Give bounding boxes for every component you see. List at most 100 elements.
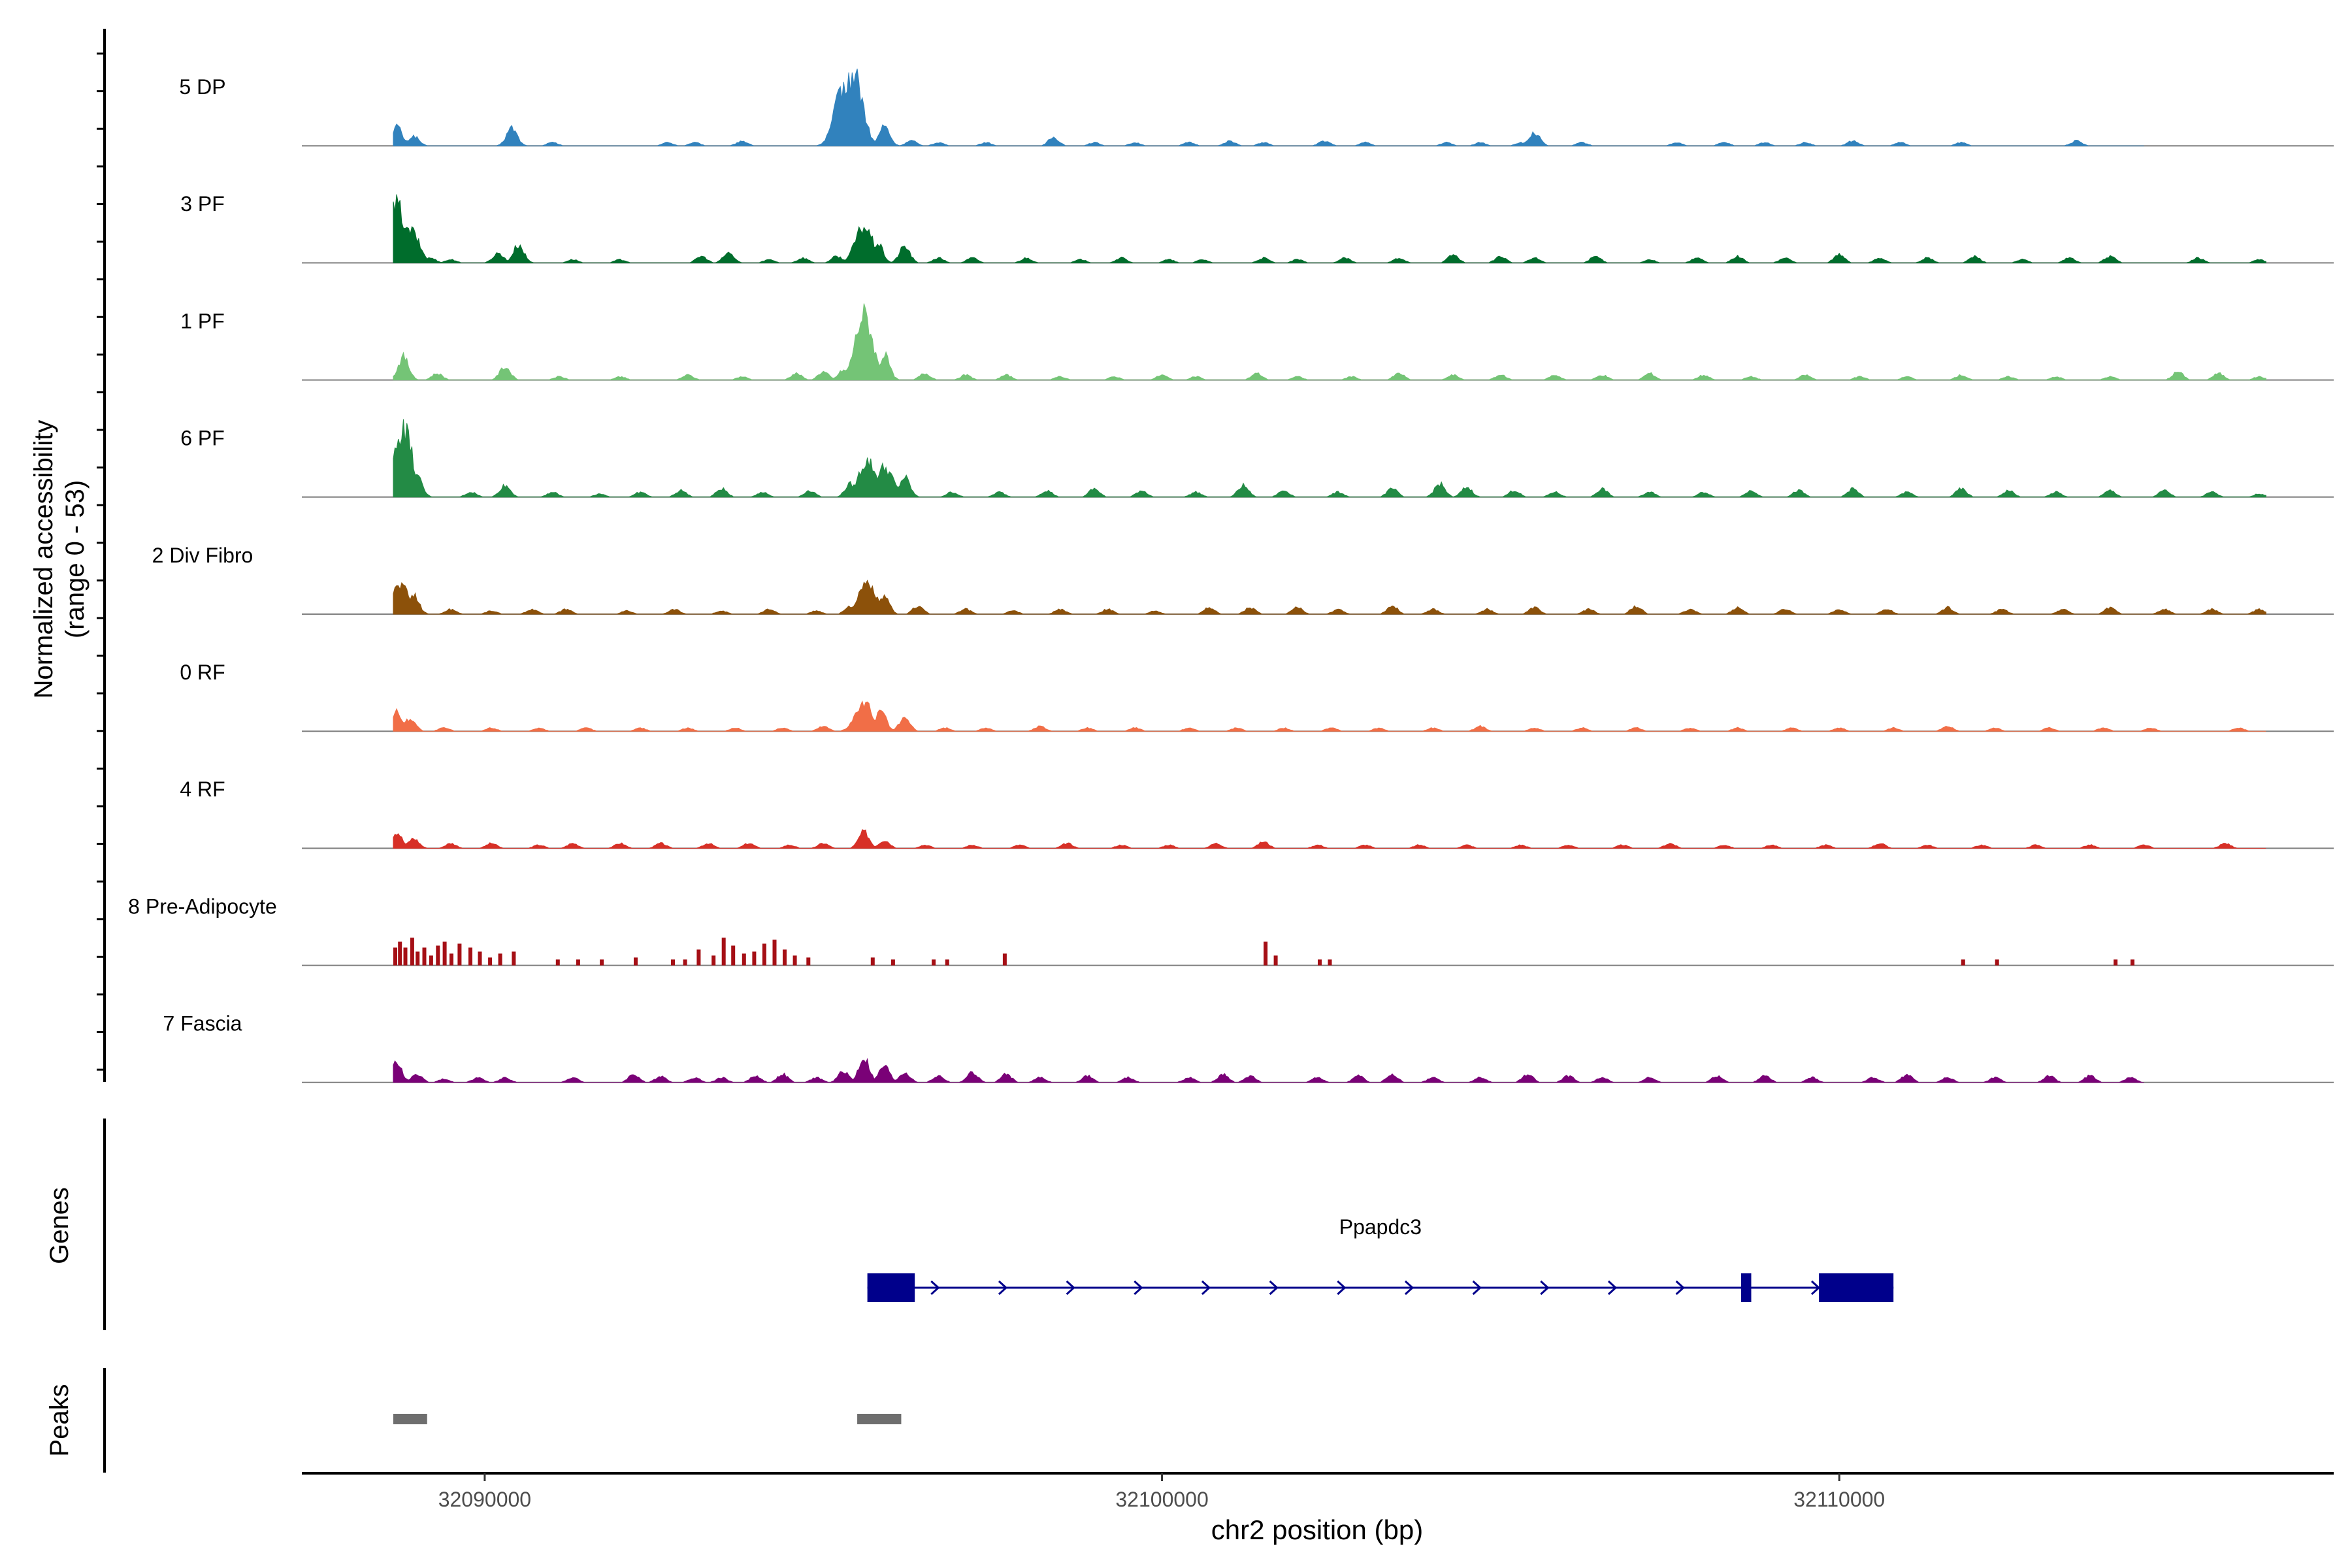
coverage-bar xyxy=(752,951,757,966)
coverage-bar xyxy=(449,953,453,966)
strand-arrow xyxy=(1337,1280,1347,1296)
coverage-bar xyxy=(711,955,716,966)
coverage-bar xyxy=(634,957,638,966)
coverage-area xyxy=(393,419,2266,498)
strand-arrow xyxy=(1540,1280,1550,1296)
strand-arrow xyxy=(1810,1280,1821,1296)
gene-exon xyxy=(1740,1273,1752,1302)
coverage-bar xyxy=(890,959,895,966)
strand-arrow xyxy=(1404,1280,1414,1296)
track-label: 3 PF xyxy=(180,192,225,216)
coverage-area xyxy=(393,69,2144,146)
gene-exon xyxy=(1819,1273,1894,1302)
peaks-panel-label: Peaks xyxy=(45,1384,74,1456)
coverage-bar xyxy=(1961,959,1965,966)
track-label: 2 Div Fibro xyxy=(152,544,253,567)
coverage-area xyxy=(393,829,2266,849)
coverage-bar xyxy=(488,957,493,966)
coverage-bar xyxy=(498,953,502,966)
coverage-bar xyxy=(478,951,482,966)
track-7-fascia: 7 Fascia xyxy=(163,1012,2334,1083)
coverage-bar xyxy=(2114,959,2118,966)
coverage-bar xyxy=(683,959,687,966)
x-axis-label: chr2 position (bp) xyxy=(1211,1514,1424,1545)
peak-region xyxy=(393,1414,427,1424)
coverage-bar xyxy=(398,941,402,966)
coverage-bar xyxy=(600,959,604,966)
coverage-area xyxy=(393,1058,2144,1083)
coverage-bar xyxy=(555,959,560,966)
track-5-dp: 5 DP xyxy=(179,69,2334,147)
coverage-bar xyxy=(422,947,427,966)
coverage-bar xyxy=(429,955,433,966)
coverage-bar xyxy=(870,957,875,966)
coverage-bar xyxy=(436,945,440,966)
coverage-area xyxy=(393,303,2266,381)
coverage-bar xyxy=(671,959,675,966)
track-6-pf: 6 PF xyxy=(180,419,2334,498)
track-1-pf: 1 PF xyxy=(180,303,2334,381)
x-axis-ticks: 32090000 32100000 32110000 xyxy=(438,1473,1885,1511)
track-0-rf: 0 RF xyxy=(180,661,2334,732)
coverage-bar xyxy=(1995,959,1999,966)
coverage-bar xyxy=(457,943,462,966)
track-label: 8 Pre-Adipocyte xyxy=(128,894,277,918)
coverage-bar xyxy=(792,955,797,966)
coverage-bar xyxy=(945,959,949,966)
track-label: 7 Fascia xyxy=(163,1012,242,1036)
coverage-bar xyxy=(468,947,472,966)
coverage-bar xyxy=(2131,959,2134,966)
track-label: 6 PF xyxy=(180,427,225,450)
track-label: 4 RF xyxy=(180,777,225,801)
track-label: 1 PF xyxy=(180,309,225,333)
peak-region xyxy=(857,1414,902,1424)
strand-arrow xyxy=(1675,1280,1685,1296)
coverage-bar xyxy=(1002,953,1007,966)
gene-exon xyxy=(867,1273,915,1302)
y-axis-label-line1: Normalized accessibility xyxy=(29,420,58,699)
track-4-rf: 4 RF xyxy=(180,777,2334,849)
coverage-bar xyxy=(410,938,414,966)
coverage-bar xyxy=(932,959,936,966)
coverage-bar xyxy=(403,947,408,966)
x-tick-label: 32100000 xyxy=(1115,1488,1208,1511)
coverage-tracks: 5 DP 3 PF 1 PF 6 PF 2 Div Fibro 0 RF 4 RF 8 Pre… xyxy=(128,69,2334,1083)
coverage-bar xyxy=(696,949,701,966)
track-3-pf: 3 PF xyxy=(180,192,2334,264)
x-tick-label: 32090000 xyxy=(438,1488,531,1511)
coverage-bar xyxy=(742,953,746,966)
strand-arrow xyxy=(1134,1280,1143,1296)
coverage-bar xyxy=(393,947,397,966)
coverage-area xyxy=(393,700,2266,732)
coverage-bar xyxy=(442,941,447,966)
coverage-bar xyxy=(512,951,516,966)
coverage-bar xyxy=(721,938,726,966)
coverage-bar xyxy=(1273,955,1278,966)
strand-arrow xyxy=(1472,1280,1482,1296)
gene-name-label: Ppapdc3 xyxy=(1339,1215,1422,1239)
peak-regions xyxy=(393,1414,902,1424)
y-axis-label-line2: (range 0 - 53) xyxy=(61,480,90,638)
strand-arrow xyxy=(1269,1280,1279,1296)
coverage-bar xyxy=(762,943,766,966)
coverage-bar xyxy=(772,939,777,966)
genes-panel-label: Genes xyxy=(45,1187,74,1264)
track-8-pre-adipocyte: 8 Pre-Adipocyte xyxy=(128,894,2334,966)
track-label: 5 DP xyxy=(179,75,225,99)
gene-ppapdc3 xyxy=(867,1273,1894,1302)
coverage-bar xyxy=(731,945,736,966)
track-2-div-fibro: 2 Div Fibro xyxy=(152,544,2334,615)
coverage-bar xyxy=(1318,959,1322,966)
strand-arrow xyxy=(1201,1280,1211,1296)
coverage-bar xyxy=(576,959,580,966)
coverage-bar xyxy=(1264,941,1268,966)
strand-arrow xyxy=(1607,1280,1618,1296)
coverage-area xyxy=(393,194,2266,263)
coverage-bar xyxy=(806,957,811,966)
coverage-y-ticks xyxy=(97,52,105,1071)
coverage-area xyxy=(393,580,2266,615)
track-label: 0 RF xyxy=(180,661,225,684)
strand-arrow xyxy=(930,1280,940,1296)
coverage-bar xyxy=(783,949,787,966)
